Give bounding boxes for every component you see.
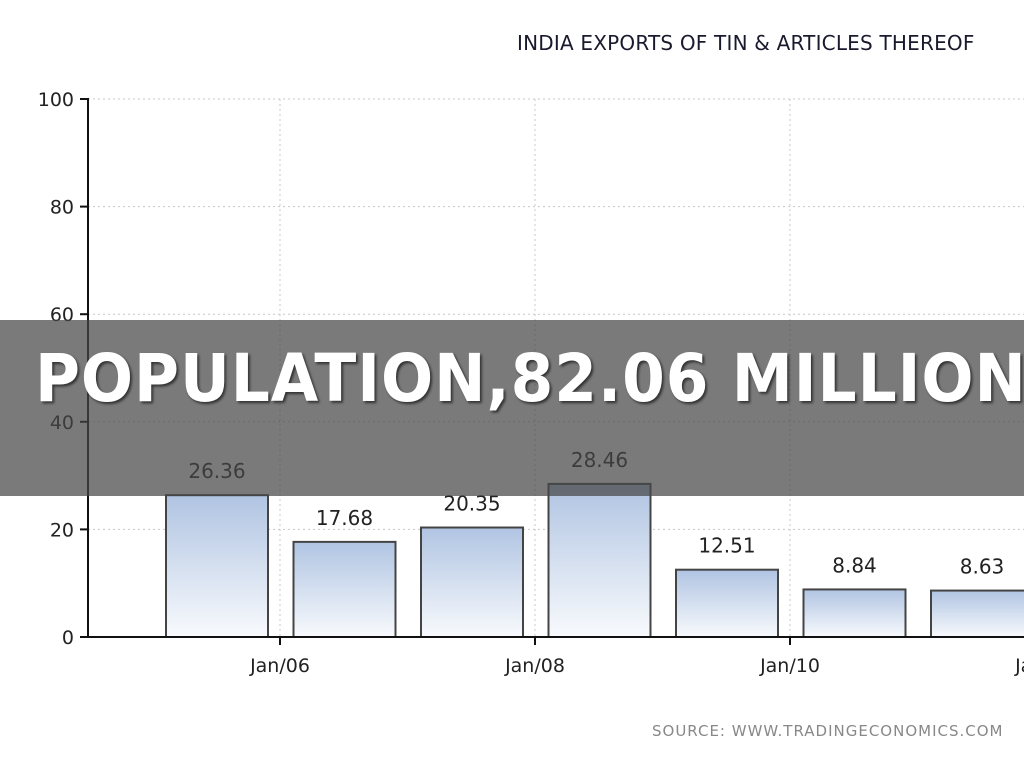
bar (420, 526, 524, 639)
bar (547, 482, 652, 638)
y-tick-label: 20 (50, 519, 74, 541)
bar (165, 494, 269, 638)
x-tick-label: Jan/08 (504, 655, 565, 677)
bar-value-label: 17.68 (316, 506, 373, 530)
y-tick-label: 100 (38, 89, 74, 111)
bar (675, 568, 779, 639)
y-tick-label: 80 (50, 197, 74, 219)
bar (292, 540, 397, 638)
x-tick-label: Jan/06 (249, 655, 310, 677)
bar (802, 588, 907, 638)
bar-value-label: 8.63 (960, 555, 1005, 579)
x-tick-label: Jan/12 (1014, 655, 1024, 677)
bar-value-label: 20.35 (443, 492, 500, 516)
x-tick-label: Jan/10 (759, 655, 820, 677)
chart-source: SOURCE: WWW.TRADINGECONOMICS.COM (652, 722, 1004, 740)
bar-value-label: 8.84 (832, 553, 877, 577)
y-tick-label: 0 (62, 627, 74, 649)
headline-text: POPULATION,82.06 MILLION (35, 340, 1024, 417)
headline-banner (0, 320, 1024, 496)
bar-value-label: 12.51 (698, 534, 755, 558)
bar (930, 589, 1024, 639)
chart-title: INDIA EXPORTS OF TIN & ARTICLES THEREOF (517, 31, 975, 55)
